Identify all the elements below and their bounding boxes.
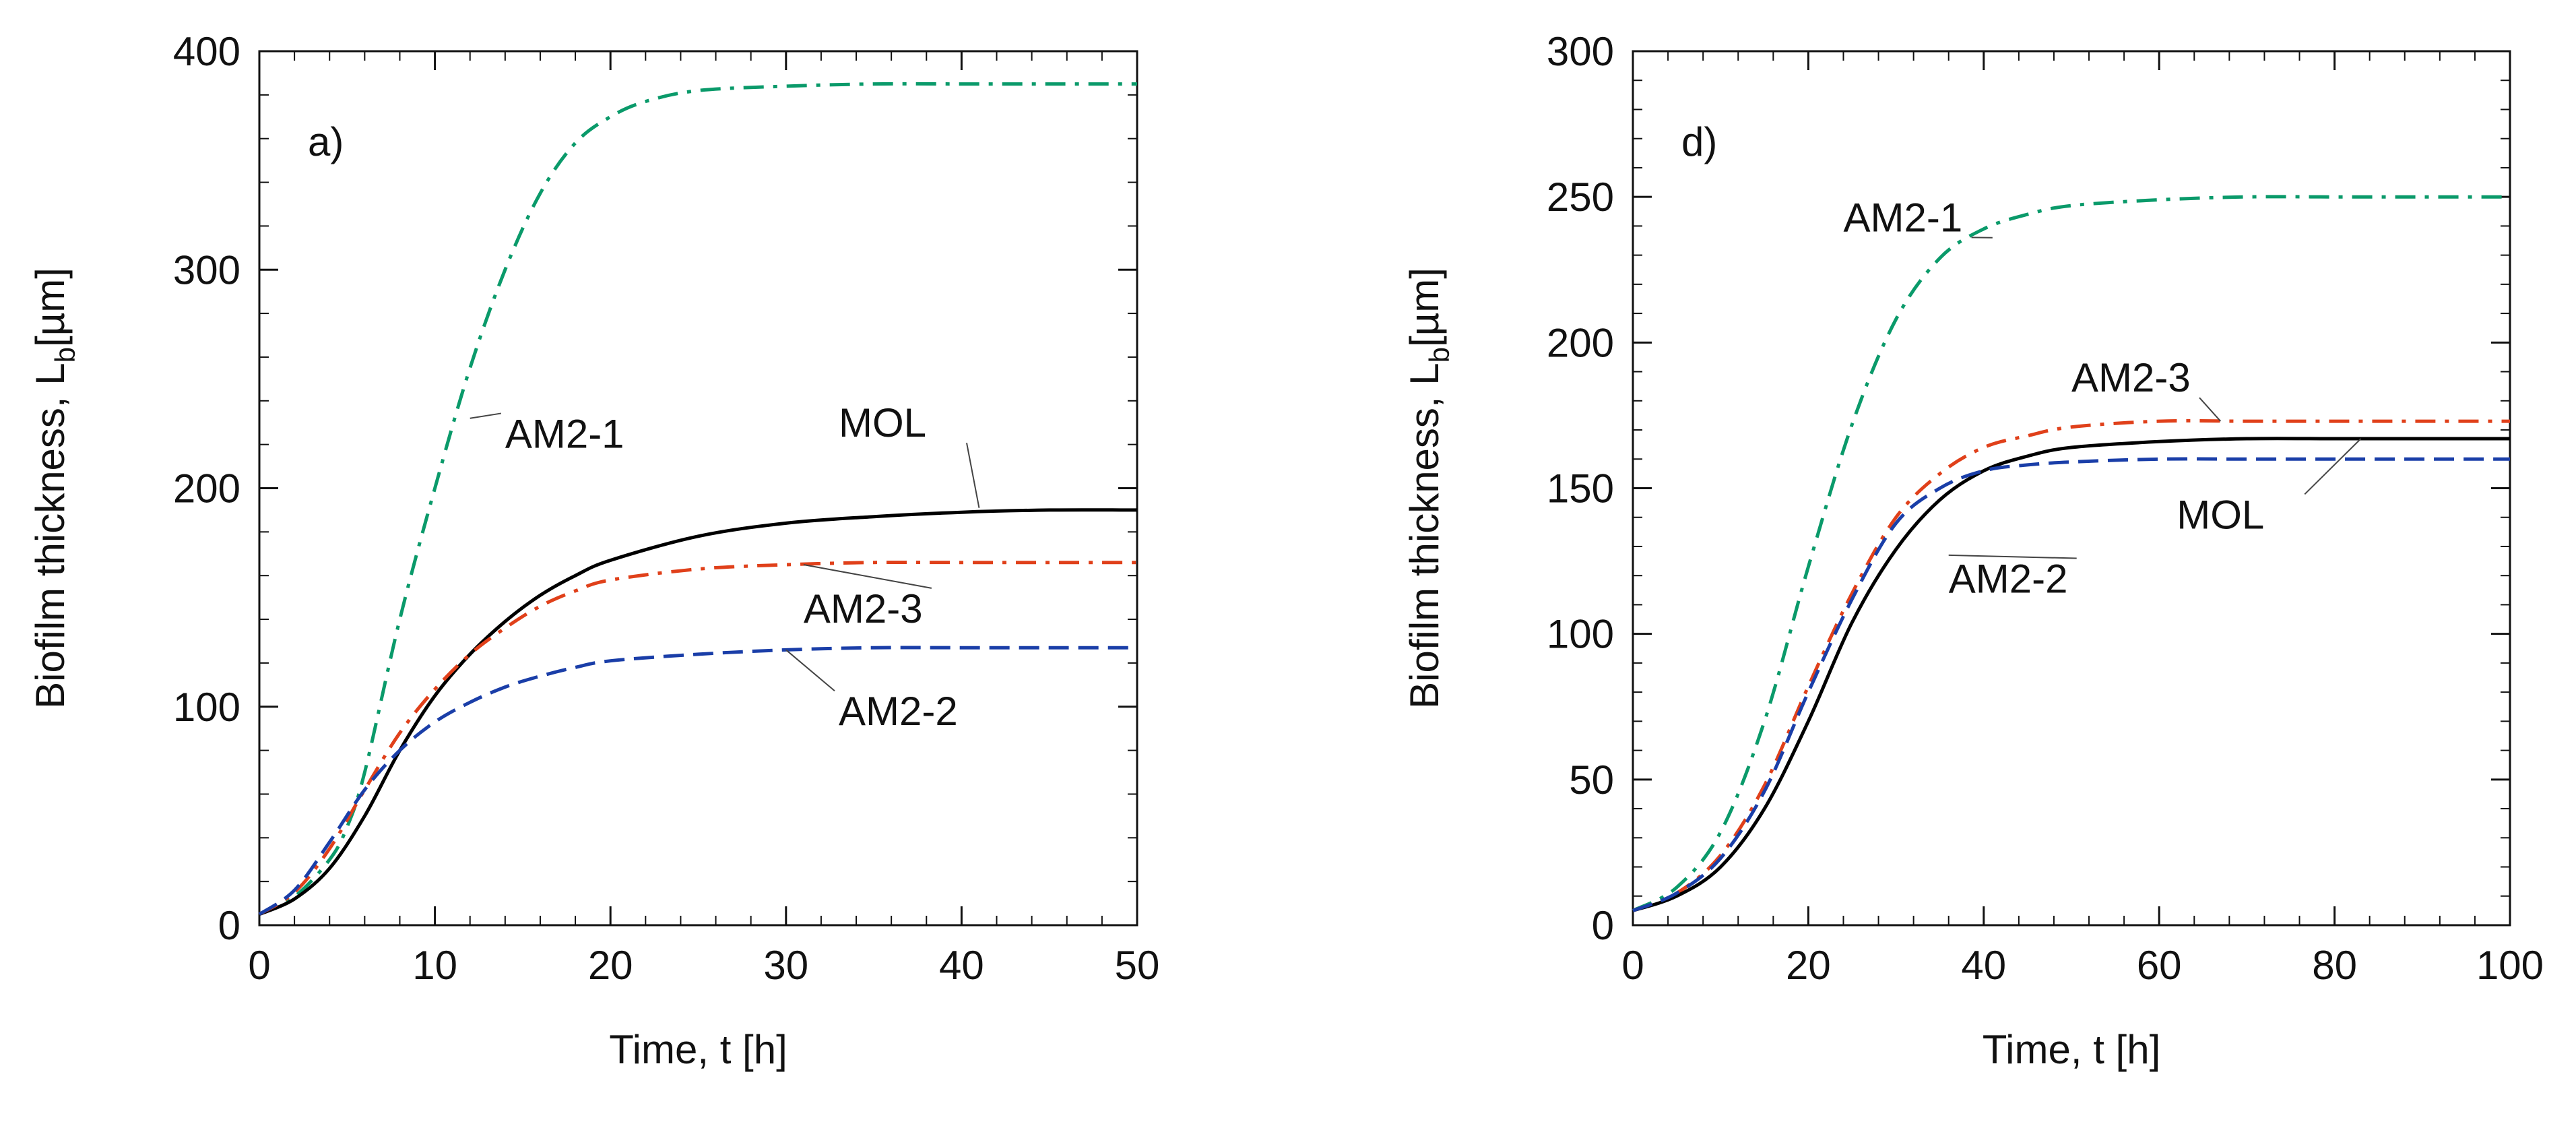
- y-tick-label: 300: [1547, 29, 1614, 74]
- series-label-am2-1: AM2-1: [1843, 195, 1962, 240]
- x-axis-title: Time, t [h]: [1983, 1027, 2161, 1072]
- series-line-am2-2: [1632, 457, 2510, 912]
- series-label-am2-2: AM2-2: [1949, 557, 2068, 602]
- y-tick-label: 100: [173, 685, 240, 730]
- x-tick-label: 0: [1621, 943, 1644, 988]
- panel-label: d): [1681, 119, 1717, 164]
- annotation-leader: [965, 443, 980, 508]
- y-axis-title-subscript: b: [49, 347, 81, 363]
- x-tick-label: 20: [588, 943, 633, 988]
- series-label-am2-1: AM2-1: [505, 411, 624, 456]
- plot-frame: [258, 50, 1138, 927]
- series-line-am2-1: [258, 82, 1137, 916]
- y-axis-title-unit: [µm]: [1402, 268, 1447, 347]
- y-tick-label: 50: [1569, 757, 1614, 803]
- x-tick-label: 10: [412, 943, 457, 988]
- annotation-leader: [2304, 438, 2362, 495]
- y-tick-label: 400: [173, 29, 240, 74]
- annotation-leader: [470, 412, 501, 419]
- series-line-mol: [1632, 437, 2510, 912]
- series-label-am2-3: AM2-3: [2071, 355, 2191, 400]
- x-tick-label: 40: [939, 943, 984, 988]
- y-axis-title-main: Biofilm thickness, L: [28, 363, 73, 709]
- series-line-am2-2: [258, 646, 1137, 916]
- y-tick-label: 250: [1547, 175, 1614, 220]
- x-tick-label: 100: [2476, 943, 2544, 988]
- x-tick-label: 80: [2312, 943, 2357, 988]
- y-tick-label: 150: [1547, 466, 1614, 511]
- chart-panel-d: 0 20 40 60 80 100 0 50 100 150 200 250 300 AM2-1 AM2-3…: [1402, 29, 2544, 1072]
- y-tick-label: 200: [173, 466, 240, 511]
- series-label-mol: MOL: [2177, 492, 2264, 537]
- series-line-am2-1: [1632, 195, 2510, 912]
- x-tick-label: 30: [763, 943, 808, 988]
- y-tick-label: 0: [218, 903, 240, 948]
- series-label-mol: MOL: [839, 400, 926, 445]
- x-tick-label: 0: [248, 943, 270, 988]
- y-tick-label: 200: [1547, 320, 1614, 365]
- y-axis-title-unit: [µm]: [28, 268, 73, 347]
- x-tick-label: 20: [1786, 943, 1831, 988]
- annotation-leader: [785, 649, 835, 691]
- annotation-leader: [803, 564, 932, 589]
- annotation-leader: [1948, 554, 2077, 559]
- y-tick-label: 300: [173, 247, 240, 292]
- chart-panel-a: 0 10 20 30 40 50 0 100 200 300 400 AM2-1 MOL AM2-3 AM2…: [28, 29, 1159, 1072]
- x-axis-title: Time, t [h]: [609, 1027, 787, 1072]
- annotation-leader: [2199, 397, 2222, 422]
- y-axis-title: Biofilm thickness, Lb[µm]: [28, 268, 81, 709]
- series-line-am2-3: [1632, 418, 2510, 912]
- y-axis-title: Biofilm thickness, Lb[µm]: [1402, 268, 1455, 709]
- x-tick-label: 60: [2137, 943, 2182, 988]
- panel-label: a): [308, 119, 344, 164]
- series-label-am2-3: AM2-3: [804, 586, 923, 631]
- series-line-mol: [259, 508, 1138, 916]
- x-tick-label: 40: [1961, 943, 2006, 988]
- series-line-am2-3: [258, 560, 1137, 916]
- x-tick-label: 50: [1115, 943, 1160, 988]
- y-axis-title-main: Biofilm thickness, L: [1402, 363, 1447, 709]
- y-axis-title-subscript: b: [1423, 347, 1455, 363]
- series-label-am2-2: AM2-2: [839, 689, 958, 734]
- y-tick-label: 0: [1592, 903, 1614, 948]
- y-tick-label: 100: [1547, 612, 1614, 657]
